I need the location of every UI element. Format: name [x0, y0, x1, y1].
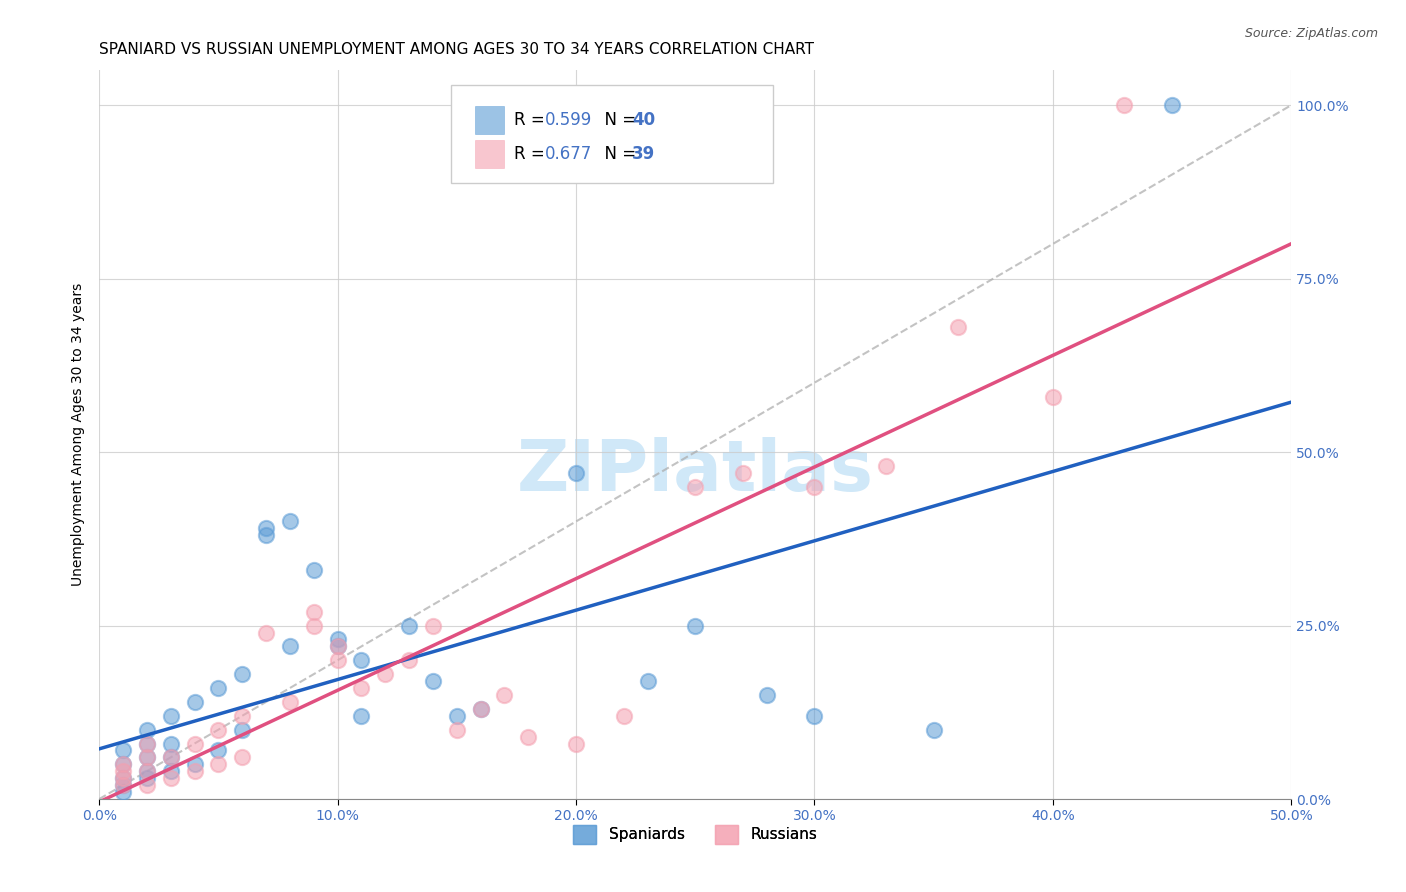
Point [231, 708, 253, 723]
Point [755, 688, 778, 702]
Point [278, 695, 301, 709]
FancyBboxPatch shape [451, 85, 773, 184]
Point [1161, 98, 1184, 112]
Point [111, 757, 134, 772]
Point [1042, 390, 1064, 404]
Point [111, 778, 134, 792]
Point [159, 764, 181, 779]
Point [922, 723, 945, 737]
Point [517, 730, 540, 744]
Point [1114, 98, 1136, 112]
Point [207, 743, 229, 757]
FancyBboxPatch shape [475, 140, 505, 168]
Point [135, 764, 157, 779]
Point [946, 320, 969, 334]
Point [803, 480, 825, 494]
Point [326, 653, 349, 667]
Point [470, 702, 492, 716]
Point [302, 605, 325, 619]
Legend: Spaniards, Russians: Spaniards, Russians [567, 819, 823, 850]
Point [135, 764, 157, 779]
Point [111, 778, 134, 792]
Point [278, 640, 301, 654]
Point [135, 771, 157, 785]
Point [446, 708, 468, 723]
Point [422, 674, 444, 689]
Point [398, 618, 420, 632]
Point [183, 695, 205, 709]
Point [350, 708, 373, 723]
Text: 0.599: 0.599 [546, 111, 592, 129]
Point [350, 681, 373, 695]
Point [159, 771, 181, 785]
Point [565, 466, 588, 480]
Point [803, 708, 825, 723]
Point [207, 723, 229, 737]
Point [326, 632, 349, 647]
Text: R =: R = [515, 111, 550, 129]
Point [159, 737, 181, 751]
Point [254, 521, 277, 535]
Point [159, 708, 181, 723]
Point [683, 480, 706, 494]
Text: N =: N = [593, 111, 641, 129]
Text: ZIPlatlas: ZIPlatlas [517, 437, 873, 506]
Point [683, 618, 706, 632]
Point [302, 618, 325, 632]
Point [135, 737, 157, 751]
FancyBboxPatch shape [475, 106, 505, 134]
Point [231, 667, 253, 681]
Point [207, 757, 229, 772]
Point [875, 458, 897, 473]
Point [231, 750, 253, 764]
Point [637, 674, 659, 689]
Point [183, 764, 205, 779]
Point [254, 528, 277, 542]
Point [446, 723, 468, 737]
Point [231, 723, 253, 737]
Point [135, 750, 157, 764]
Point [565, 737, 588, 751]
Text: Source: ZipAtlas.com: Source: ZipAtlas.com [1244, 27, 1378, 40]
Point [613, 708, 636, 723]
Point [254, 625, 277, 640]
Y-axis label: Unemployment Among Ages 30 to 34 years: Unemployment Among Ages 30 to 34 years [72, 283, 86, 586]
Point [302, 563, 325, 577]
Point [374, 667, 396, 681]
Point [422, 618, 444, 632]
Point [278, 515, 301, 529]
Point [326, 640, 349, 654]
Point [470, 702, 492, 716]
Text: 39: 39 [633, 145, 655, 163]
Point [111, 771, 134, 785]
Point [159, 750, 181, 764]
Point [135, 778, 157, 792]
Point [159, 750, 181, 764]
Point [731, 466, 754, 480]
Text: 0.677: 0.677 [546, 145, 592, 163]
Point [111, 757, 134, 772]
Point [183, 757, 205, 772]
Point [135, 750, 157, 764]
Text: 40: 40 [633, 111, 655, 129]
Point [494, 688, 516, 702]
Point [183, 737, 205, 751]
Point [326, 640, 349, 654]
Text: N =: N = [593, 145, 641, 163]
Point [135, 737, 157, 751]
Point [350, 653, 373, 667]
Point [135, 723, 157, 737]
Point [111, 743, 134, 757]
Text: R =: R = [515, 145, 550, 163]
Point [111, 785, 134, 799]
Point [111, 764, 134, 779]
Point [111, 771, 134, 785]
Point [207, 681, 229, 695]
Text: SPANIARD VS RUSSIAN UNEMPLOYMENT AMONG AGES 30 TO 34 YEARS CORRELATION CHART: SPANIARD VS RUSSIAN UNEMPLOYMENT AMONG A… [100, 42, 814, 57]
Point [398, 653, 420, 667]
